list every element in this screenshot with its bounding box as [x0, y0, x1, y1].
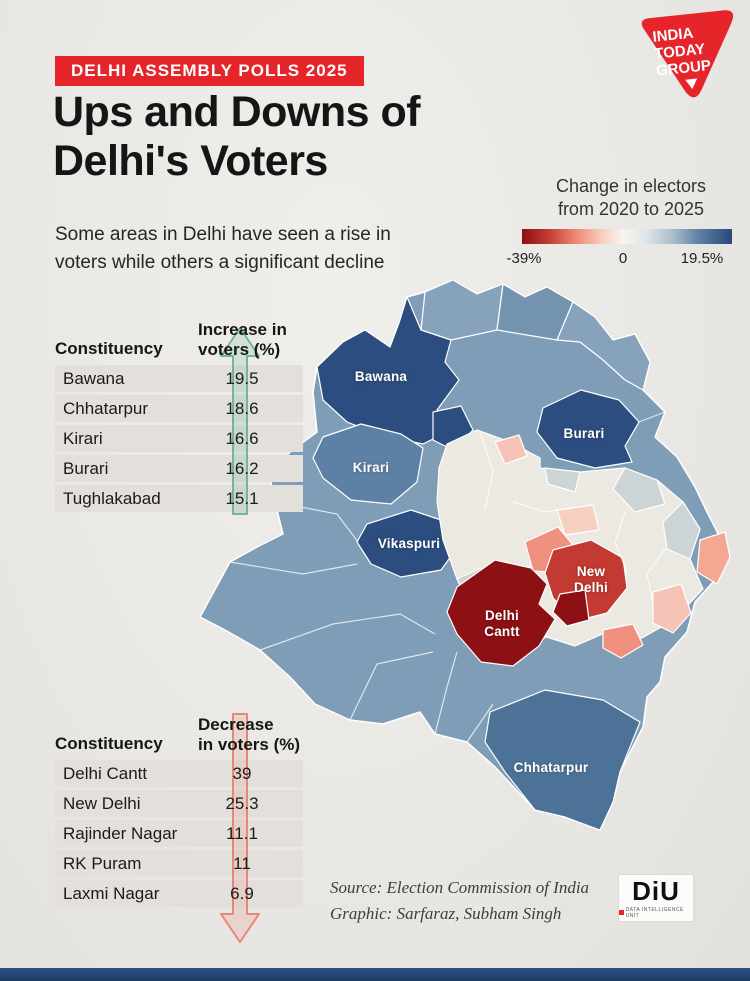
row-name: Bawana: [63, 368, 125, 388]
region-kirari: [312, 423, 424, 505]
row-value: 39: [232, 763, 252, 783]
legend-title: Change in electors from 2020 to 2025: [555, 176, 707, 220]
legend-gradient-bar: [522, 229, 732, 244]
map-region: [612, 467, 666, 513]
row-name: Kirari: [63, 428, 103, 448]
bottom-accent-bar: [0, 968, 750, 981]
row-value: 11.1: [226, 823, 258, 843]
increase-table: Constituency Increase in voters (%) Bawa…: [55, 315, 303, 515]
increase-col-constituency: Constituency: [55, 339, 163, 358]
table-row: Chhatarpur 18.6: [55, 395, 303, 422]
delhi-map-svg: [199, 279, 731, 831]
row-name: Chhatarpur: [63, 398, 149, 418]
map-region: [420, 279, 504, 341]
india-today-group-logo: INDIA TODAY GROUP: [641, 10, 734, 98]
delhi-choropleth-map: Bawana Burari Kirari Vikaspuri New Delhi…: [195, 272, 740, 837]
decrease-arrow-icon: [220, 713, 260, 943]
region-delhi-cantt: [446, 559, 556, 667]
map-regions: [312, 279, 731, 831]
row-name: RK Puram: [63, 853, 142, 873]
table-row: Bawana 19.5: [55, 365, 303, 392]
diu-wordmark: DiU: [632, 875, 680, 906]
map-region: [652, 583, 692, 634]
increase-rows: Bawana 19.5 Chhatarpur 18.6 Kirari 16.6 …: [55, 365, 303, 512]
increase-arrow-icon: [220, 327, 260, 515]
diu-tagline-row: DATA INTELLIGENCE UNIT: [619, 907, 693, 919]
decrease-table-header: Constituency Decrease in voters (%): [55, 710, 303, 756]
subtitle: Some areas in Delhi have seen a rise in …: [55, 221, 391, 276]
table-row: Rajinder Nagar 11.1: [55, 820, 303, 847]
row-value: 18.6: [225, 398, 259, 418]
logo-text-today: TODAY: [654, 41, 706, 63]
logo-notch: [685, 78, 698, 90]
map-region: [662, 501, 701, 560]
region-vikaspuri: [356, 509, 458, 578]
diu-logo: DiU DATA INTELLIGENCE UNIT: [618, 874, 694, 922]
source-line2: Graphic: Sarfaraz, Subham Singh: [330, 904, 562, 924]
map-region: [556, 504, 600, 536]
title-line1: Ups and Downs of: [53, 88, 421, 136]
map-region: [556, 301, 651, 391]
source-credit: Source: Election Commission of India Gra…: [330, 875, 589, 928]
decrease-rows: Delhi Cantt 39 New Delhi 25.3 Rajinder N…: [55, 760, 303, 907]
source-line1: Source: Election Commission of India: [330, 878, 590, 897]
map-region: [602, 623, 644, 659]
diu-red-square-icon: [619, 910, 624, 915]
legend-zero-label: 0: [618, 250, 628, 267]
row-name: Laxmi Nagar: [63, 883, 160, 903]
page-title: Ups and Downs of Delhi's Voters: [53, 88, 421, 186]
row-value: 6.9: [230, 883, 254, 903]
row-name: Burari: [63, 458, 109, 478]
table-row: New Delhi 25.3: [55, 790, 303, 817]
table-row: Burari 16.2: [55, 455, 303, 482]
logo-text-india: INDIA: [652, 25, 695, 46]
table-row: RK Puram 11: [55, 850, 303, 877]
legend-max-label: 19.5%: [680, 250, 724, 267]
subtitle-line1: Some areas in Delhi have seen a rise in: [55, 224, 391, 245]
logo-shape: [641, 10, 734, 98]
table-row: Delhi Cantt 39: [55, 760, 303, 787]
title-line2: Delhi's Voters: [53, 137, 328, 186]
map-region: [552, 589, 590, 627]
legend-min-label: -39%: [506, 250, 542, 267]
table-row: Laxmi Nagar 6.9: [55, 880, 303, 907]
row-value: 16.2: [225, 458, 259, 478]
row-value: 16.6: [225, 428, 259, 448]
region-burari: [536, 389, 640, 469]
row-name: Tughlakabad: [63, 488, 161, 508]
logo-text-group: GROUP: [655, 57, 711, 80]
row-name: Rajinder Nagar: [63, 823, 178, 843]
map-region: [696, 531, 731, 585]
region-chhatarpur: [484, 689, 641, 831]
decrease-table: Constituency Decrease in voters (%) Delh…: [55, 710, 303, 910]
subtitle-line2: voters while others a significant declin…: [55, 251, 385, 273]
row-name: Delhi Cantt: [63, 763, 148, 783]
kicker-badge: DELHI ASSEMBLY POLLS 2025: [55, 56, 364, 86]
increase-table-header: Constituency Increase in voters (%): [55, 315, 303, 361]
map-region: [544, 467, 581, 493]
decrease-col-constituency: Constituency: [55, 734, 163, 753]
table-row: Kirari 16.6: [55, 425, 303, 452]
map-region: [494, 434, 528, 465]
diu-tagline: DATA INTELLIGENCE UNIT: [625, 906, 684, 919]
row-value: 19.5: [225, 368, 259, 388]
table-row: Tughlakabad 15.1: [55, 485, 303, 512]
increase-col-value: Increase in voters (%): [198, 319, 287, 360]
decrease-col-value: Decrease in voters (%): [198, 714, 301, 755]
row-value: 15.1: [225, 488, 259, 508]
row-value: 25.3: [225, 793, 259, 813]
row-name: New Delhi: [63, 793, 141, 813]
row-value: 11: [233, 853, 251, 873]
